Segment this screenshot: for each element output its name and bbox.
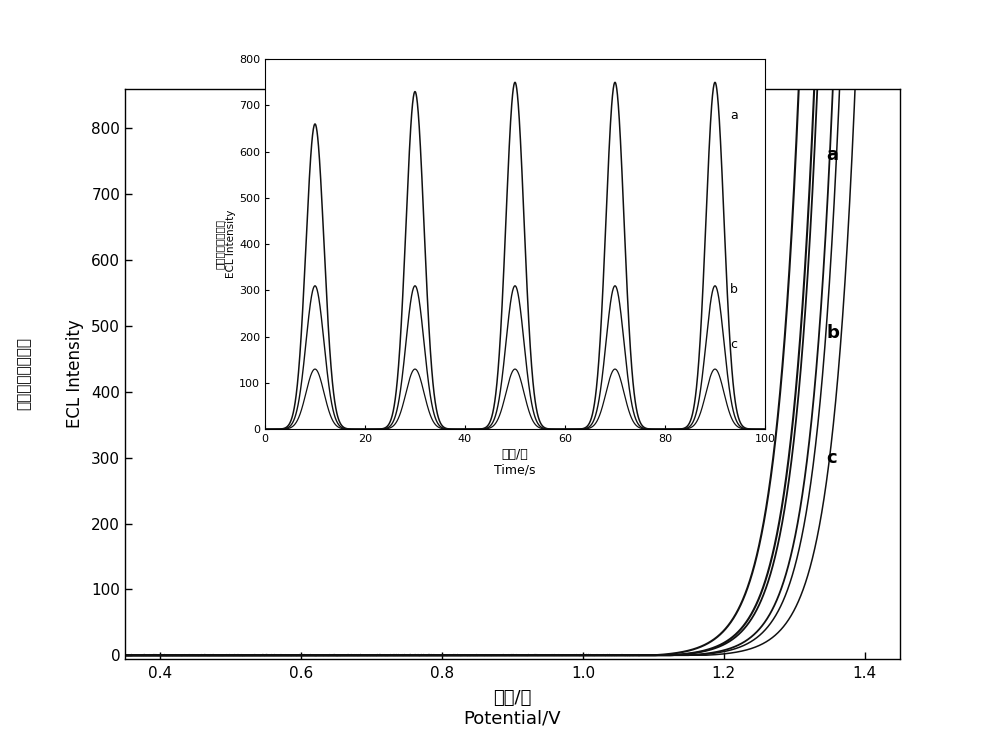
Text: b: b [730,283,738,296]
Text: b: b [826,323,839,342]
Y-axis label: 电致化学发光强度
ECL Intensity: 电致化学发光强度 ECL Intensity [215,210,236,278]
Text: c: c [730,338,737,352]
X-axis label: 时间/秒
Time/s: 时间/秒 Time/s [494,448,536,477]
Text: a: a [826,146,838,164]
X-axis label: 电压/伏
Potential/V: 电压/伏 Potential/V [464,689,561,727]
Text: a: a [730,110,738,122]
Text: c: c [826,448,837,467]
Y-axis label: ECL Intensity: ECL Intensity [66,320,84,428]
Text: 电致化学发光强度: 电致化学发光强度 [17,337,32,410]
